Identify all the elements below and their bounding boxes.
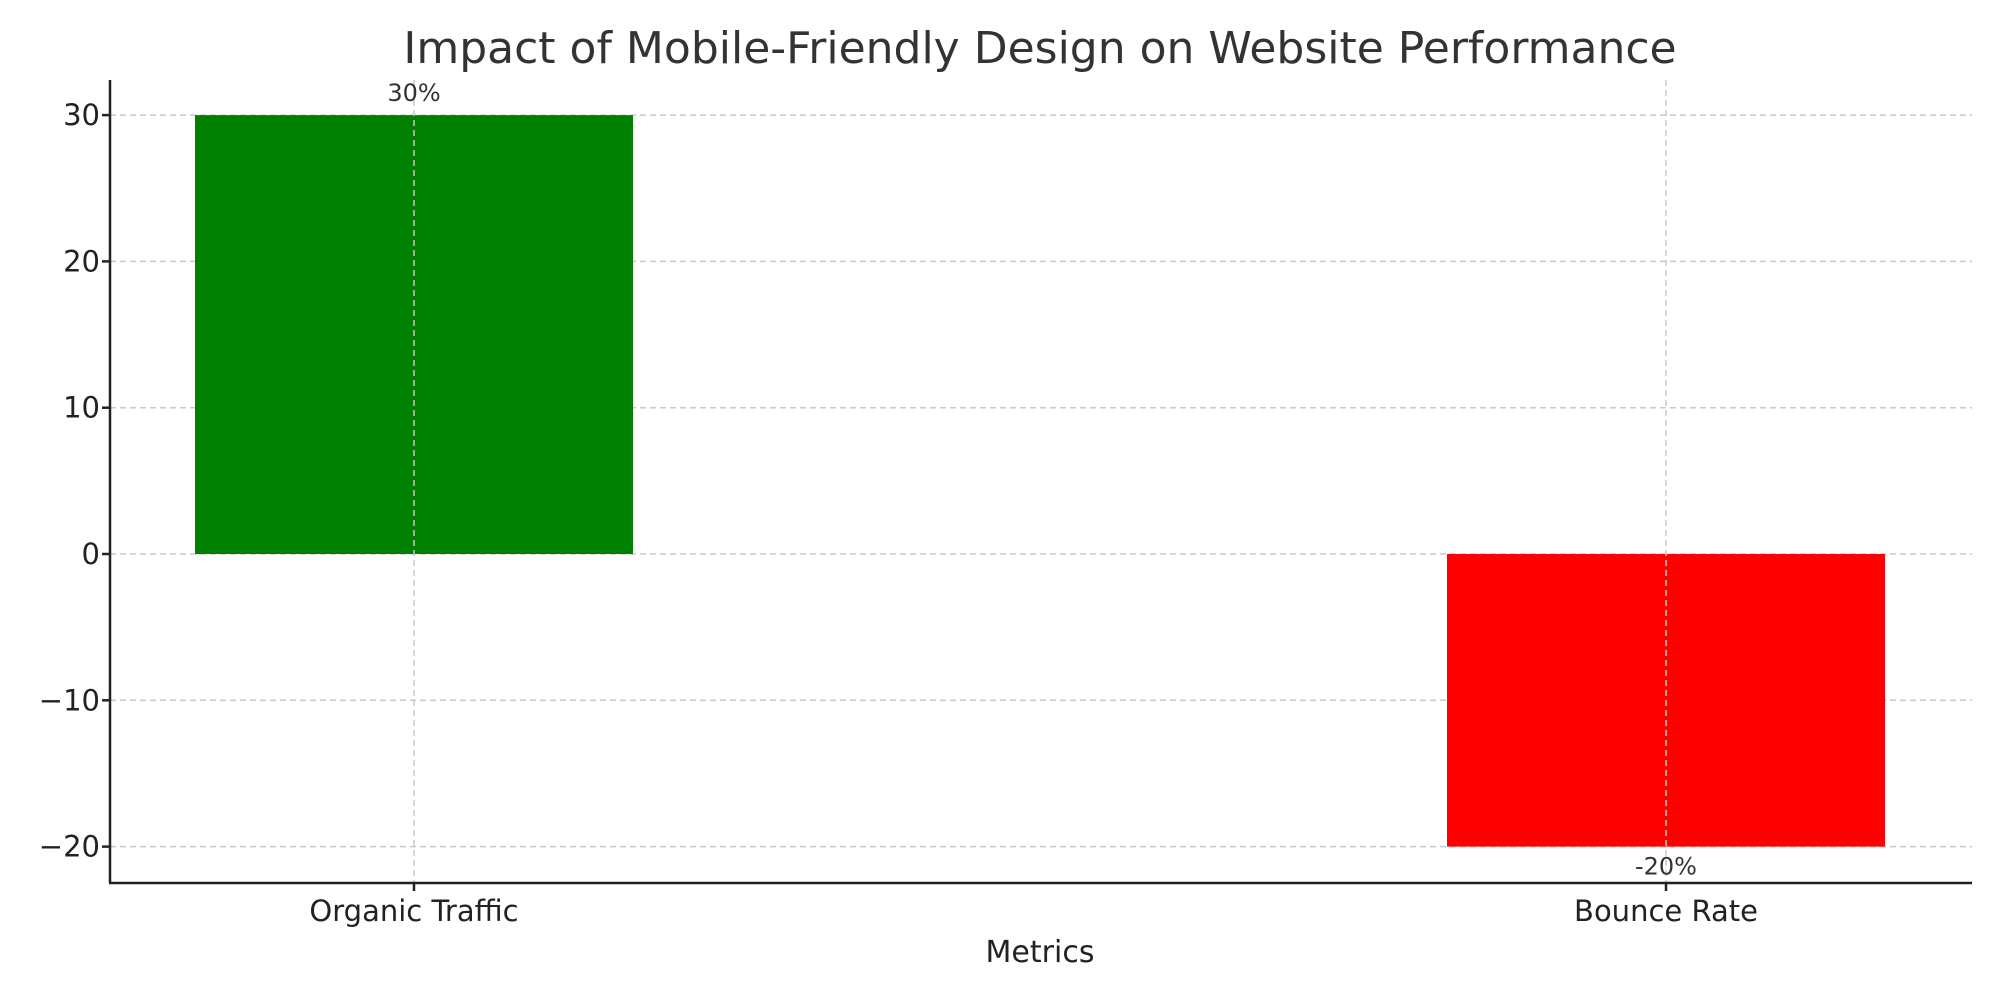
vertical-gridlines	[413, 80, 1667, 883]
x-tick-label: Organic Traffic	[309, 894, 518, 928]
x-axis-label: Metrics	[986, 935, 1095, 970]
y-tick-label: 20	[63, 244, 100, 278]
bars	[195, 115, 1885, 847]
value-labels: 30% -20%	[387, 79, 1697, 881]
x-tick-label: Bounce Rate	[1574, 894, 1758, 928]
x-axis-ticks: Organic Traffic Bounce Rate	[309, 883, 1758, 928]
value-label: 30%	[387, 79, 440, 107]
y-tick-label: 0	[82, 537, 100, 571]
y-axis-ticks: −20 −10 0 10 20 30	[39, 98, 110, 864]
y-tick-label: 10	[63, 391, 100, 425]
chart-title: Impact of Mobile-Friendly Design on Webs…	[403, 23, 1676, 74]
y-tick-label: −10	[39, 683, 100, 717]
y-tick-label: 30	[63, 98, 100, 132]
y-tick-label: −20	[39, 830, 100, 864]
value-label: -20%	[1635, 853, 1697, 881]
